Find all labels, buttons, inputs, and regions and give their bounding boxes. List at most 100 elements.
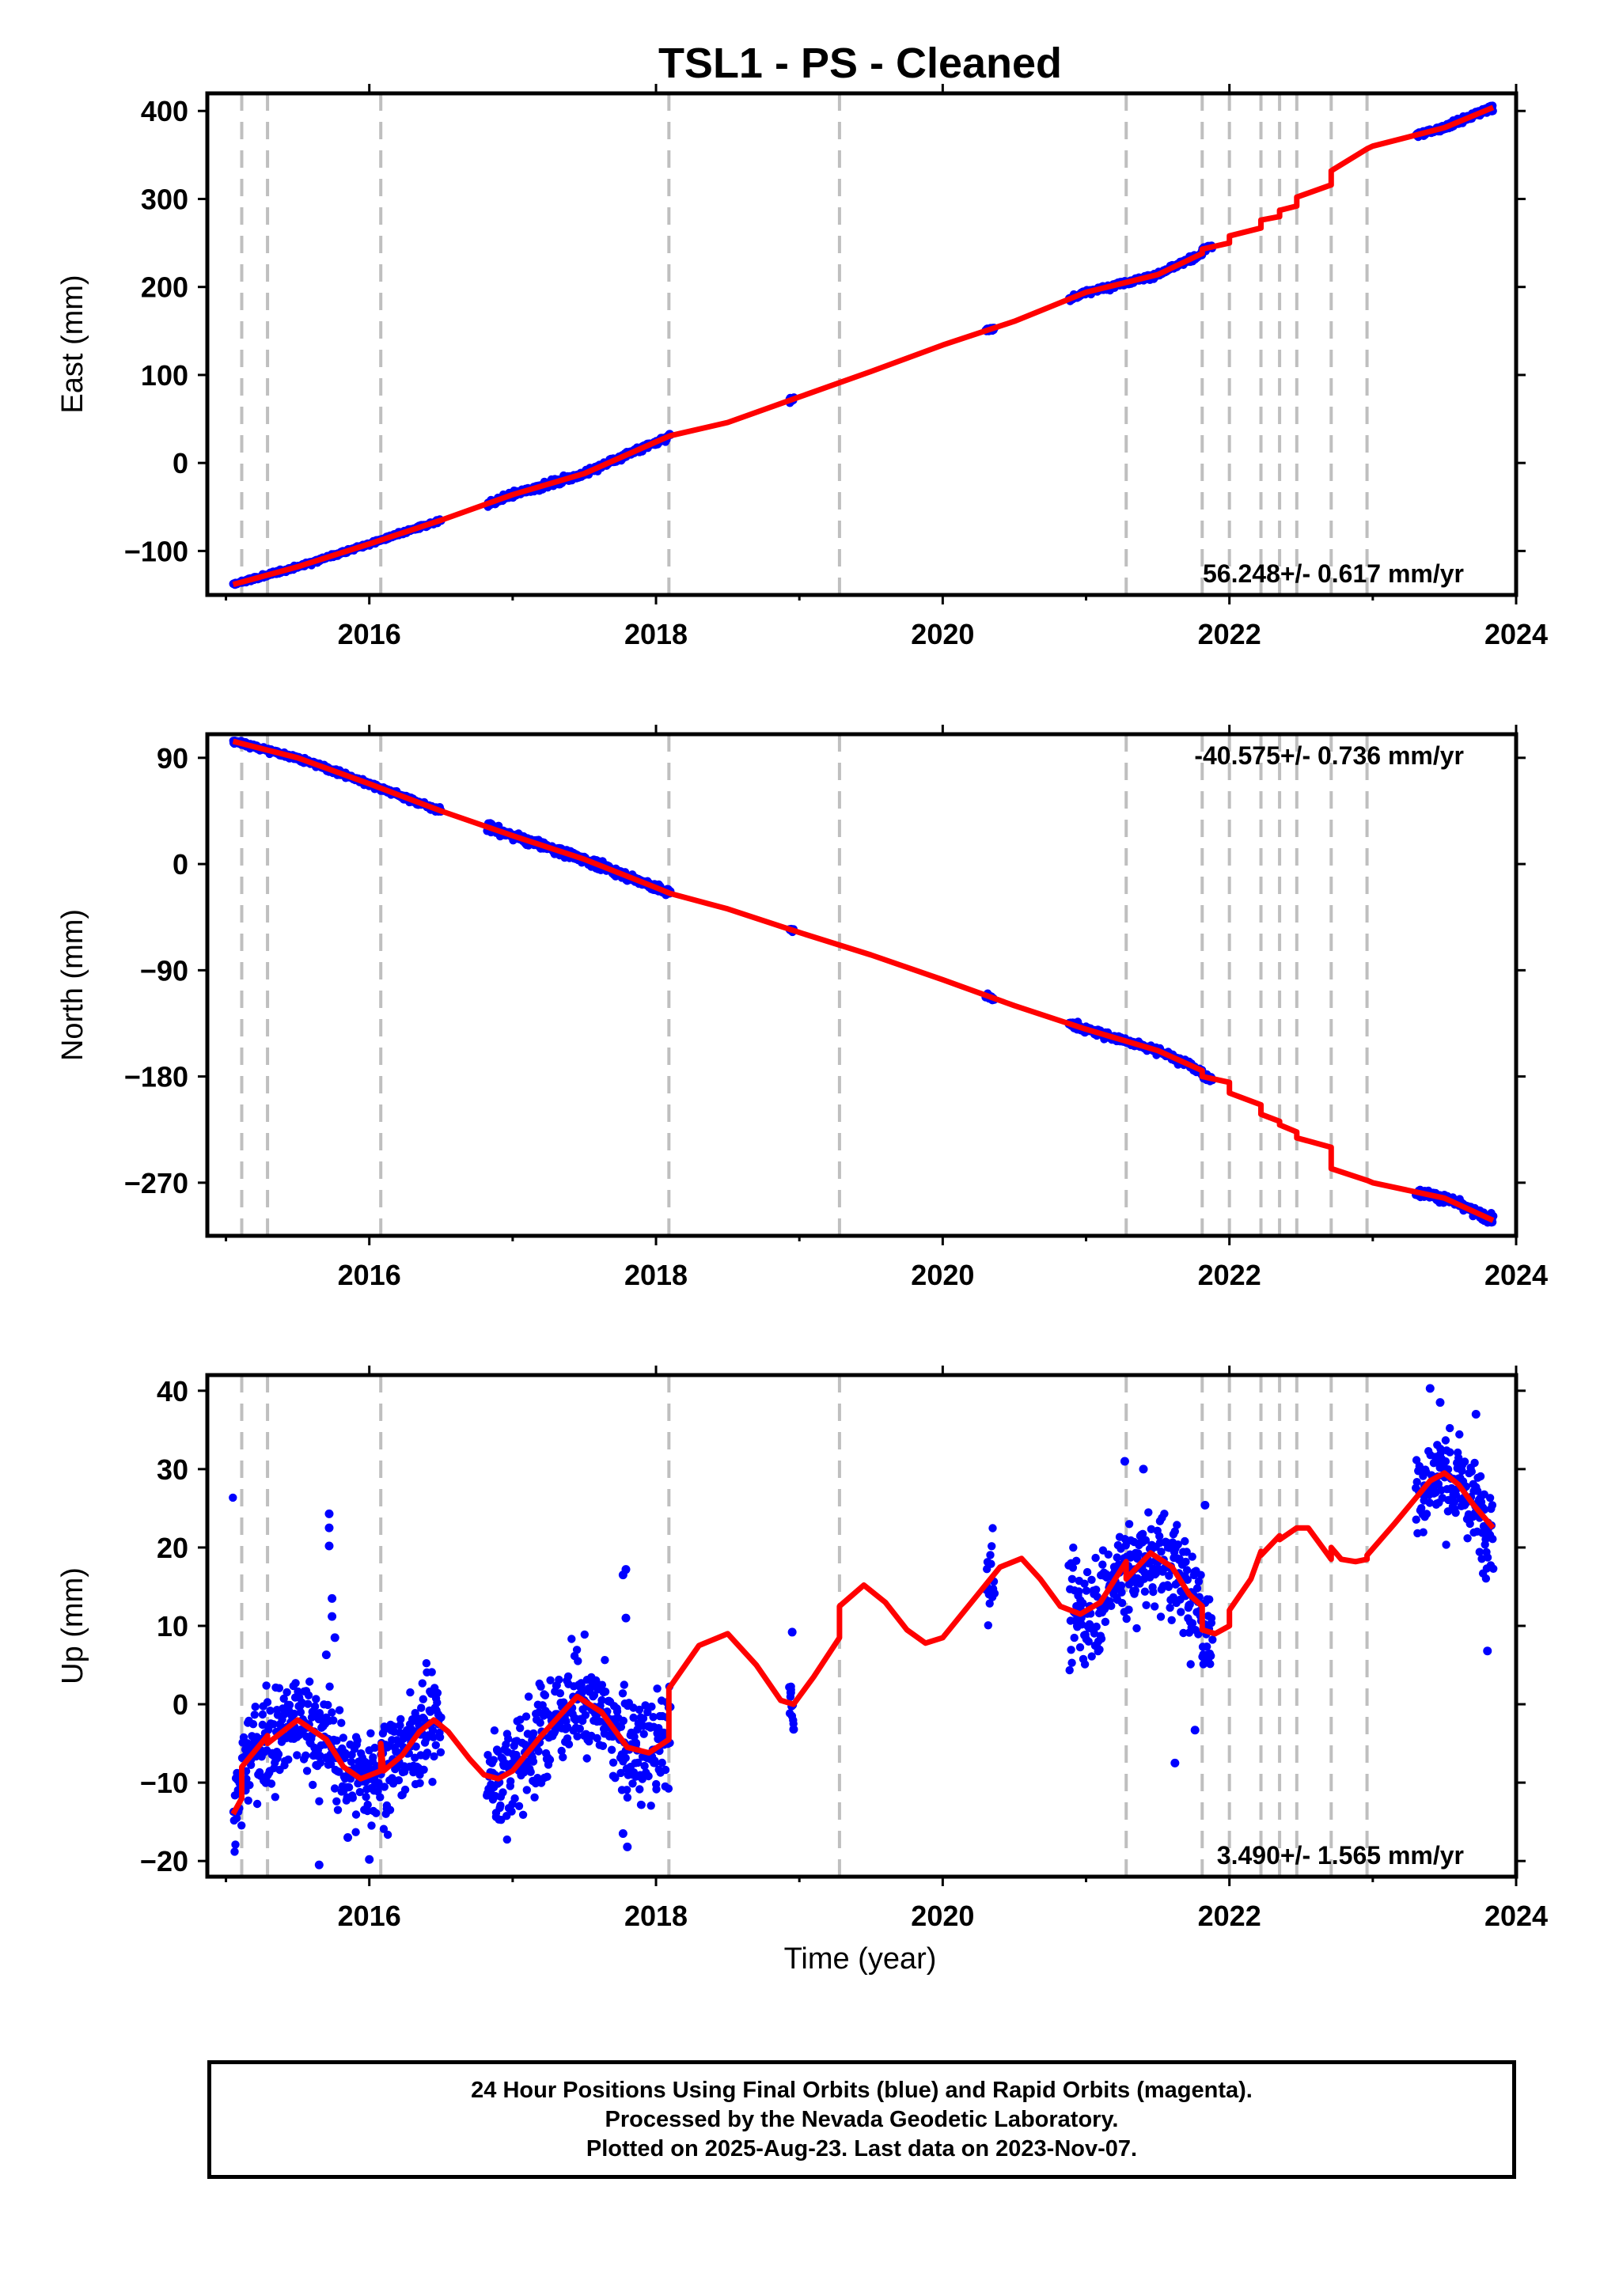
data-point	[612, 1707, 622, 1716]
data-point	[1434, 1480, 1443, 1488]
data-point	[332, 1797, 341, 1805]
x-tick-label: 2018	[624, 1259, 688, 1291]
data-point	[1463, 1534, 1472, 1543]
data-point	[1471, 1410, 1481, 1419]
data-point	[637, 1801, 646, 1809]
y-tick-label: 90	[157, 742, 188, 775]
data-point	[1475, 1548, 1484, 1556]
data-point	[427, 1668, 436, 1677]
data-point	[383, 1830, 392, 1839]
x-tick-label: 2018	[624, 618, 688, 650]
data-point	[1131, 1586, 1140, 1595]
data-point	[396, 1721, 404, 1730]
data-point	[601, 1688, 610, 1696]
data-point	[1092, 1586, 1101, 1594]
data-point	[1442, 1540, 1450, 1549]
data-point	[1465, 1519, 1474, 1529]
data-point	[618, 1689, 627, 1698]
data-point	[1093, 1593, 1101, 1601]
data-point	[1087, 1575, 1096, 1585]
data-point	[314, 1860, 324, 1870]
data-point	[581, 1711, 590, 1719]
data-point	[231, 1840, 240, 1849]
x-tick-label: 2016	[338, 618, 401, 650]
data-point	[1473, 1487, 1482, 1495]
data-point	[328, 1612, 337, 1621]
data-point	[1478, 1529, 1487, 1537]
data-point	[1124, 1605, 1133, 1614]
data-point	[1144, 1508, 1153, 1517]
y-tick-label: 300	[141, 183, 188, 215]
data-point	[274, 1750, 283, 1759]
data-point	[1458, 1466, 1466, 1476]
data-point	[248, 1720, 258, 1729]
x-tick-label: 2022	[1198, 1900, 1261, 1932]
data-point	[647, 1702, 656, 1711]
data-point	[1113, 1553, 1121, 1562]
data-point	[365, 1855, 374, 1864]
data-point	[572, 1646, 582, 1654]
data-point	[1441, 1457, 1450, 1466]
data-point	[411, 1742, 420, 1751]
data-point	[381, 1725, 389, 1733]
data-point	[496, 1801, 505, 1810]
data-point	[1067, 1574, 1077, 1584]
data-point	[1069, 1543, 1078, 1552]
data-point	[325, 1682, 334, 1691]
data-point	[601, 1656, 609, 1665]
data-point	[650, 1759, 659, 1767]
rate-label: 56.248+/- 0.617 mm/yr	[1203, 559, 1464, 588]
data-point	[1173, 1540, 1182, 1549]
data-point	[618, 1829, 627, 1839]
data-point	[327, 1760, 336, 1768]
panel-2: 2016 2018 2020 2022 2024 90 0 −90 −180 −270 North …	[56, 725, 1548, 1291]
data-point	[428, 1778, 437, 1786]
data-point	[330, 1633, 339, 1642]
data-point	[419, 1695, 427, 1703]
data-point	[1488, 1535, 1497, 1544]
data-point	[546, 1676, 555, 1684]
data-point	[529, 1729, 538, 1738]
data-point	[1084, 1637, 1093, 1646]
y-tick-label: 10	[157, 1610, 188, 1642]
data-point	[628, 1779, 637, 1788]
y-tick-label: −20	[140, 1845, 188, 1877]
y-tick-label: 30	[157, 1453, 188, 1486]
caption-line-2: Processed by the Nevada Geodetic Laborat…	[605, 2106, 1119, 2132]
data-point	[271, 1793, 279, 1802]
data-point	[516, 1724, 525, 1733]
data-point	[502, 1835, 511, 1844]
data-point	[609, 1758, 618, 1767]
data-point	[252, 1799, 262, 1809]
data-point	[1419, 1528, 1427, 1536]
data-point	[1446, 1448, 1454, 1457]
x-tick-label: 2016	[338, 1259, 401, 1291]
data-point	[321, 1650, 331, 1660]
x-axis-label: Time (year)	[784, 1942, 937, 1976]
data-point	[370, 1743, 379, 1752]
data-point	[1186, 1660, 1195, 1669]
data-point	[1207, 1651, 1215, 1661]
data-point	[638, 1775, 646, 1783]
data-point	[316, 1758, 325, 1767]
data-point	[1164, 1582, 1173, 1592]
data-point	[593, 1733, 601, 1743]
data-point	[1483, 1646, 1492, 1656]
data-point	[616, 1768, 625, 1778]
data-point	[1095, 1645, 1104, 1654]
plot-frame	[205, 732, 1518, 1238]
data-point	[563, 1722, 572, 1731]
data-point	[575, 1724, 584, 1733]
model-line	[230, 1470, 1496, 1816]
x-tick-label: 2024	[1484, 1900, 1548, 1932]
data-point	[417, 1703, 426, 1712]
data-point	[1098, 1560, 1107, 1569]
data-point	[1140, 1587, 1150, 1596]
data-point	[1138, 1529, 1147, 1539]
data-point	[1075, 1587, 1083, 1596]
data-point	[786, 1688, 795, 1697]
data-point	[580, 1630, 589, 1639]
data-point	[545, 1756, 555, 1764]
data-point	[658, 1758, 666, 1767]
data-point	[653, 1684, 662, 1693]
